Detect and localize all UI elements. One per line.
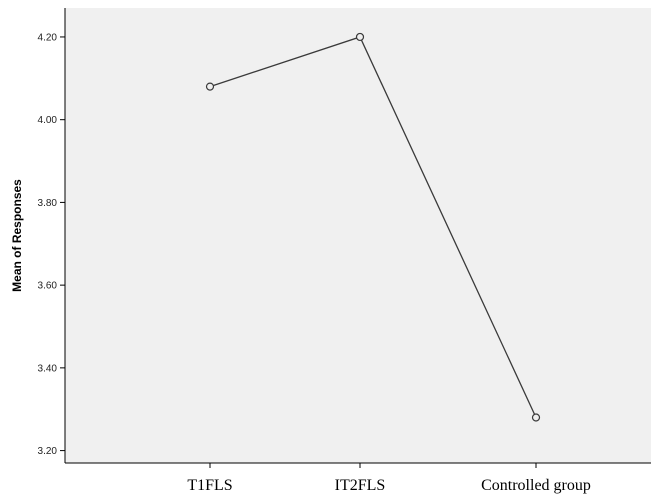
- data-point-t1fls: [205, 82, 215, 91]
- y-axis-ticks: 3.20 3.40 3.60 3.80 4.00 4.20: [38, 32, 65, 457]
- x-axis-ticks: T1FLS IT2FLS Controlled group: [187, 463, 591, 494]
- x-tick-label: T1FLS: [187, 477, 232, 494]
- y-tick-label: 3.80: [38, 198, 58, 209]
- y-tick-label: 3.40: [38, 363, 58, 374]
- y-axis-title: Mean of Responses: [10, 179, 24, 292]
- y-tick-label: 4.00: [38, 115, 58, 126]
- plot-area: [65, 8, 651, 463]
- data-point-controlled-group: [531, 413, 541, 422]
- series-layer: [205, 32, 541, 422]
- y-tick-label: 3.20: [38, 446, 58, 457]
- y-tick-label: 3.60: [38, 281, 58, 292]
- x-tick-label: Controlled group: [481, 477, 591, 494]
- x-tick-label: IT2FLS: [335, 477, 386, 494]
- data-point-it2fls: [355, 32, 365, 42]
- y-tick-label: 4.20: [38, 32, 58, 43]
